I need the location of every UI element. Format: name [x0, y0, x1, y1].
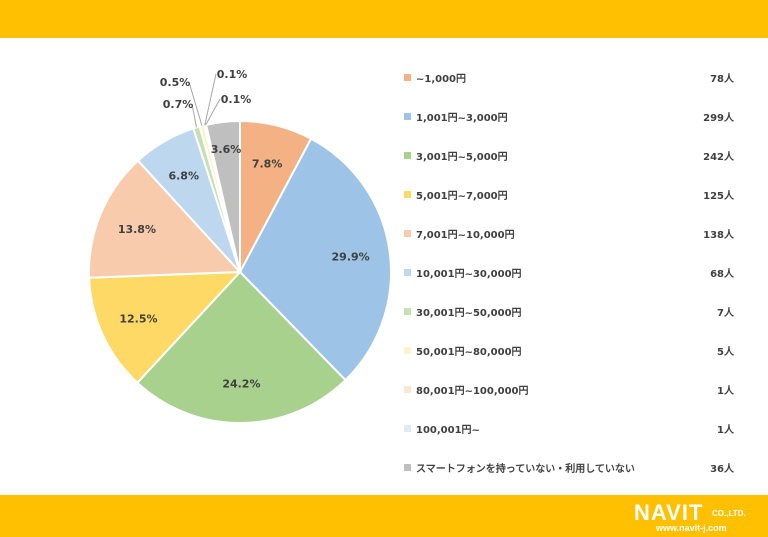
pie-slice-4 [88, 159, 243, 279]
logo-suffix: CO.,LTD. [712, 509, 746, 518]
legend-count: 7人 [717, 308, 734, 319]
legend-label: 5,001円~7,000円 [416, 191, 508, 202]
legend-swatch [404, 152, 411, 159]
legend-count: 36人 [710, 464, 734, 475]
legend-item: 100,001円~ 1人 [404, 421, 744, 437]
data-label-2: 24.2% [222, 378, 260, 391]
leader-line-7 [188, 81, 203, 127]
legend-label: 30,001円~50,000円 [416, 308, 522, 319]
logo-wordmark: NAVIT [634, 500, 704, 525]
legend-label: 7,001円~10,000円 [416, 230, 515, 241]
legend-item: 80,001円~100,000円 1人 [404, 382, 744, 398]
legend-item: 10,001円~30,000円 68人 [404, 265, 744, 281]
data-label-10: 3.6% [211, 143, 242, 156]
bottom-accent-band [0, 495, 768, 537]
pie-chart: 7.8% 29.9% 24.2% 12.5% 13.8% 6.8% 0.7% 0.5% 0.1%… [88, 68, 392, 424]
legend-label: ~1,000円 [416, 74, 467, 85]
pie-slice-3 [88, 270, 243, 385]
legend-count: 78人 [710, 74, 734, 85]
legend-count: 125人 [703, 191, 734, 202]
legend-item: 7,001円~10,000円 138人 [404, 226, 744, 242]
legend-item: 1,001円~3,000円 299人 [404, 109, 744, 125]
data-label-8: 0.1% [217, 68, 248, 81]
legend-swatch [404, 191, 411, 198]
legend-item: スマートフォンを持っていない・利用していない 36人 [404, 460, 744, 476]
legend-label: 100,001円~ [416, 425, 480, 436]
legend-swatch [404, 269, 411, 276]
data-label-7: 0.5% [160, 76, 191, 89]
data-label-9: 0.1% [221, 93, 252, 106]
legend-item: 5,001円~7,000円 125人 [404, 187, 744, 203]
leader-line-6 [191, 103, 197, 128]
legend-swatch [404, 113, 411, 120]
legend-swatch [404, 425, 411, 432]
legend-count: 299人 [703, 113, 734, 124]
legend-label: 50,001円~80,000円 [416, 347, 522, 358]
legend-swatch [404, 386, 411, 393]
legend-swatch [404, 74, 411, 81]
legend-label: 10,001円~30,000円 [416, 269, 522, 280]
legend-swatch [404, 308, 411, 315]
pie-slice-2 [135, 270, 347, 424]
navit-logo: NAVIT CO.,LTD. www.navit-j.com [634, 500, 764, 534]
data-label-5: 6.8% [168, 169, 199, 182]
data-label-6: 0.7% [163, 98, 194, 111]
data-label-1: 29.9% [332, 250, 370, 263]
legend-count: 138人 [703, 230, 734, 241]
legend-swatch [404, 464, 411, 471]
legend-count: 242人 [703, 152, 734, 163]
legend-label: 1,001円~3,000円 [416, 113, 508, 124]
legend-count: 5人 [717, 347, 734, 358]
pie-slice-1 [238, 137, 392, 382]
logo-url: www.navit-j.com [656, 523, 727, 533]
legend-count: 68人 [710, 269, 734, 280]
data-label-4: 13.8% [118, 223, 156, 236]
leader-line-9 [205, 98, 221, 126]
legend-swatch [404, 230, 411, 237]
legend-item: ~1,000円 78人 [404, 70, 744, 86]
legend-swatch [404, 347, 411, 354]
legend-item: 30,001円~50,000円 7人 [404, 304, 744, 320]
legend-item: 50,001円~80,000円 5人 [404, 343, 744, 359]
leader-line-8 [204, 73, 217, 126]
data-label-0: 7.8% [252, 158, 283, 171]
legend-item: 3,001円~5,000円 242人 [404, 148, 744, 164]
legend-label: スマートフォンを持っていない・利用していない [416, 464, 635, 475]
top-accent-band [0, 0, 768, 38]
legend-count: 1人 [717, 386, 734, 397]
legend-count: 1人 [717, 425, 734, 436]
data-label-3: 12.5% [119, 313, 157, 326]
legend-label: 80,001円~100,000円 [416, 386, 529, 397]
legend-label: 3,001円~5,000円 [416, 152, 508, 163]
